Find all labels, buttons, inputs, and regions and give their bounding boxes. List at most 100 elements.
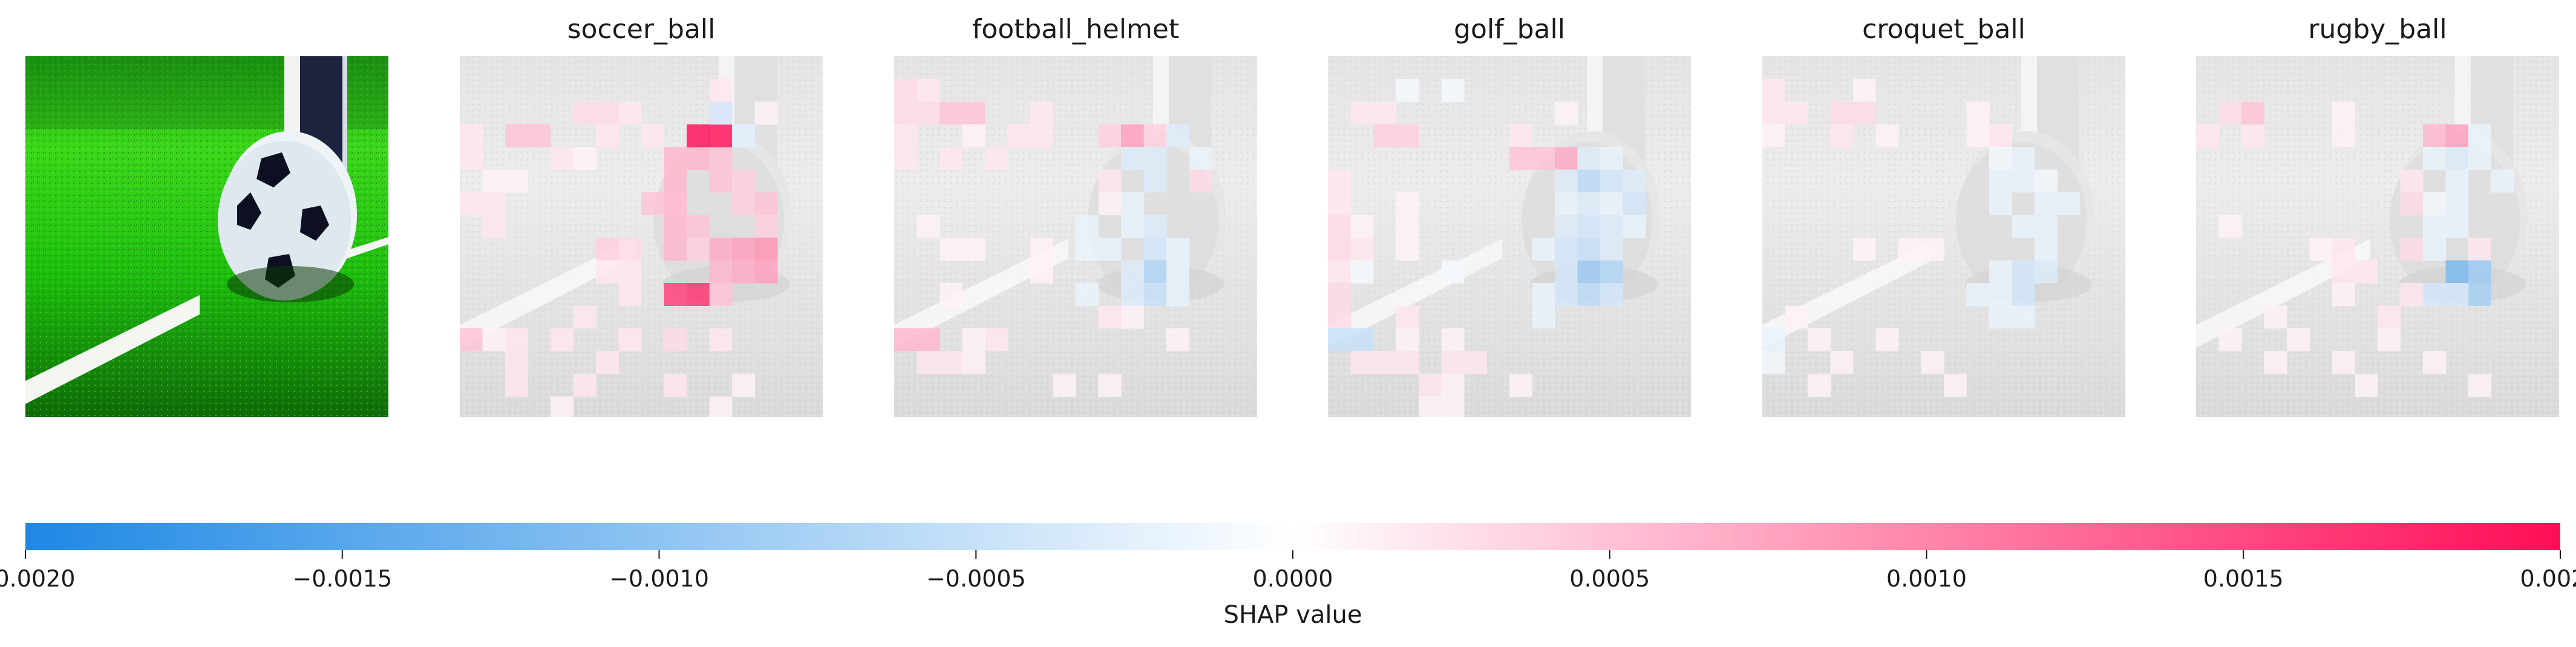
panel-title: rugby_ball <box>2308 14 2447 45</box>
shap-cell <box>574 102 597 125</box>
shap-cell <box>1578 261 1601 284</box>
shap-cell <box>1396 238 1419 261</box>
shap-cell <box>2310 238 2333 261</box>
shap-cell <box>1328 328 1351 351</box>
shap-cell <box>732 192 755 215</box>
shap-cell <box>1030 125 1053 148</box>
shap-cell <box>1144 283 1167 306</box>
shap-cell <box>1328 238 1351 261</box>
shap-cell <box>940 102 963 125</box>
shap-cell <box>664 283 687 306</box>
colorbar-gradient <box>25 523 2560 550</box>
shap-cell <box>596 102 619 125</box>
shap-cell <box>574 306 597 329</box>
shap-cell <box>505 125 528 148</box>
colorbar-tick-label: −0.0015 <box>292 565 392 592</box>
shap-cell <box>574 374 597 397</box>
shap-cell <box>1328 215 1351 238</box>
shap-cell <box>2012 306 2035 329</box>
shap-cell <box>2468 283 2491 306</box>
colorbar-tick-label: 0.0010 <box>1886 565 1967 592</box>
shap-cell <box>2035 238 2058 261</box>
shap-cell <box>1989 192 2012 215</box>
shap-cell <box>1373 102 1396 125</box>
shap-cell <box>1876 125 1899 148</box>
shap-cell <box>1623 170 1646 193</box>
shap-cell <box>1876 328 1899 351</box>
shap-cell <box>963 102 986 125</box>
shap-cell <box>1328 283 1351 306</box>
shap-cell <box>1989 147 2012 170</box>
shap-cell <box>1808 374 1831 397</box>
shap-panels: soccer_ball football_helmet golf_ball croqu… <box>460 14 2559 420</box>
colorbar-tick-label: 0.0005 <box>1569 565 1650 592</box>
shap-cell <box>1419 397 1442 420</box>
shap-cell <box>2446 283 2469 306</box>
shap-cell <box>940 351 963 374</box>
shap-cell <box>2012 283 2035 306</box>
shap-cell <box>894 79 917 102</box>
shap-cell <box>1008 125 1031 148</box>
shap-cell <box>2423 192 2446 215</box>
shap-cell <box>755 238 778 261</box>
shap-cell <box>596 238 619 261</box>
shap-cell <box>596 261 619 284</box>
shap-cell <box>619 261 642 284</box>
shap-cell <box>2012 261 2035 284</box>
shap-cell <box>1396 192 1419 215</box>
shap-cell <box>2332 261 2355 284</box>
shap-cell <box>1099 125 1122 148</box>
shap-cell <box>483 328 506 351</box>
shap-cell <box>755 215 778 238</box>
shap-cell <box>460 125 483 148</box>
shap-cell <box>1373 125 1396 148</box>
shap-cell <box>1121 261 1144 284</box>
shap-cell <box>894 125 917 148</box>
shap-cell <box>664 192 687 215</box>
shap-cell <box>1989 261 2012 284</box>
shap-cell <box>1121 306 1144 329</box>
shap-cell <box>710 283 733 306</box>
shap-cell <box>1144 261 1167 284</box>
shap-cell <box>1351 261 1374 284</box>
shap-cell <box>1189 147 1212 170</box>
shap-cell <box>619 328 642 351</box>
shap-cell <box>1144 215 1167 238</box>
shap-cell <box>1121 283 1144 306</box>
shap-cell <box>2446 261 2469 284</box>
shap-cell <box>505 374 528 397</box>
shap-cell <box>2491 170 2514 193</box>
shap-cell <box>985 328 1008 351</box>
shap-cell <box>1144 170 1167 193</box>
shap-cell <box>1442 79 1465 102</box>
shap-cell <box>505 328 528 351</box>
shap-cell <box>1396 306 1419 329</box>
shap-cell <box>732 261 755 284</box>
shap-cell <box>2332 283 2355 306</box>
shap-cell <box>505 170 528 193</box>
shap-cell <box>1442 374 1465 397</box>
shap-cell <box>1967 102 1990 125</box>
shap-cell <box>1328 306 1351 329</box>
shap-cell <box>1076 215 1099 238</box>
shap-cell <box>917 102 940 125</box>
shap-cell <box>1144 238 1167 261</box>
shap-cell <box>1555 147 1578 170</box>
shap-cell <box>1532 306 1555 329</box>
shap-cell <box>1351 215 1374 238</box>
shap-cell <box>1578 238 1601 261</box>
shap-cell <box>1464 351 1487 374</box>
shap-cell <box>1396 351 1419 374</box>
shap-cell <box>1396 328 1419 351</box>
shap-cell <box>1419 374 1442 397</box>
shap-cell <box>710 79 733 102</box>
shap-cell <box>2332 351 2355 374</box>
shap-cell <box>1099 170 1122 193</box>
colorbar-tick-label: −0.0005 <box>926 565 1026 592</box>
shap-cell <box>2446 215 2469 238</box>
shap-cell <box>1921 238 1944 261</box>
colorbar-tick-label: −0.0020 <box>0 565 75 592</box>
shap-cell <box>1076 238 1099 261</box>
shap-cell <box>1396 125 1419 148</box>
shap-cell <box>710 102 733 125</box>
